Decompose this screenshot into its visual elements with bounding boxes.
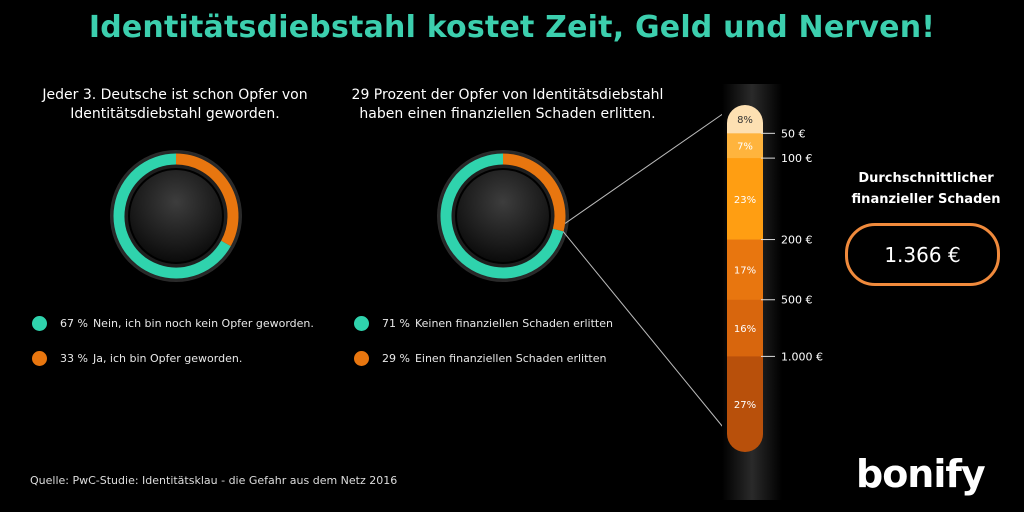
average-damage-value: 1.366 € bbox=[884, 242, 961, 267]
donut-center-knob bbox=[128, 168, 224, 264]
legend-swatch-teal bbox=[354, 316, 369, 331]
threshold-label: 500 € bbox=[781, 294, 813, 307]
legend-item: 33 % Ja, ich bin Opfer geworden. bbox=[32, 351, 314, 366]
middle-subtitle-line-2: haben einen finanziellen Schaden erlitte… bbox=[359, 106, 656, 122]
average-damage-label: Durchschnittlicher finanzieller Schaden bbox=[836, 168, 1016, 210]
left-subtitle-line-1: Jeder 3. Deutsche ist schon Opfer von bbox=[42, 87, 308, 103]
bar-segment bbox=[727, 158, 763, 241]
threshold-label: 200 € bbox=[781, 234, 813, 247]
bar-segment bbox=[727, 299, 763, 357]
middle-subtitle-line-1: 29 Prozent der Opfer von Identitätsdiebs… bbox=[351, 87, 664, 103]
connector-lines bbox=[562, 110, 728, 433]
bar-segment-label: 17% bbox=[734, 266, 756, 277]
left-subtitle: Jeder 3. Deutsche ist schon Opfer von Id… bbox=[20, 86, 330, 124]
bar-segments bbox=[727, 105, 763, 452]
middle-legend: 71 % Keinen finanziellen Schaden erlitte… bbox=[354, 316, 613, 366]
bar-segment bbox=[727, 105, 763, 134]
bar-segment bbox=[727, 133, 763, 159]
bar-segment bbox=[727, 239, 763, 301]
legend-label: Keinen finanziellen Schaden erlitten bbox=[414, 317, 613, 330]
donut-chart-financial-damage bbox=[437, 150, 569, 282]
legend-percent: 67 % bbox=[60, 317, 88, 330]
connector-line-top bbox=[564, 110, 728, 224]
stacked-damage-bar: 8% 7% 23% 17% 16% 27% 50 € 100 € 200 € 500 € 1.000… bbox=[722, 84, 823, 500]
donut-slice-orange bbox=[502, 153, 566, 232]
legend-item: 67 % Nein, ich bin noch kein Opfer gewor… bbox=[32, 316, 314, 331]
threshold-label: 50 € bbox=[781, 127, 806, 140]
average-label-line-2: finanzieller Schaden bbox=[851, 192, 1001, 207]
legend-item: 71 % Keinen finanziellen Schaden erlitte… bbox=[354, 316, 613, 331]
legend-label: Einen finanziellen Schaden erlitten bbox=[414, 352, 607, 365]
legend-item: 29 % Einen finanziellen Schaden erlitten bbox=[354, 351, 613, 366]
page-title: Identitätsdiebstahl kostet Zeit, Geld un… bbox=[88, 10, 936, 45]
average-damage-box: 1.366 € bbox=[845, 223, 1000, 286]
source-note: Quelle: PwC-Studie: Identitätsklau - die… bbox=[30, 474, 398, 487]
bar-segment-label: 16% bbox=[734, 324, 756, 335]
legend-swatch-teal bbox=[32, 316, 47, 331]
legend-percent: 33 % bbox=[60, 352, 88, 365]
left-legend: 67 % Nein, ich bin noch kein Opfer gewor… bbox=[32, 316, 314, 366]
donut-slice-orange bbox=[175, 153, 239, 247]
bar-segment bbox=[727, 356, 763, 452]
average-label-line-1: Durchschnittlicher bbox=[858, 171, 994, 186]
donut-slice-teal bbox=[440, 153, 564, 279]
threshold-label: 100 € bbox=[781, 152, 813, 165]
legend-percent: 71 % bbox=[382, 317, 410, 330]
threshold-label: 1.000 € bbox=[781, 350, 823, 363]
donut-center-knob bbox=[455, 168, 551, 264]
donut-chart-victims bbox=[110, 150, 242, 282]
middle-subtitle: 29 Prozent der Opfer von Identitätsdiebs… bbox=[330, 86, 685, 124]
bar-segment-label: 23% bbox=[734, 195, 756, 206]
legend-label: Ja, ich bin Opfer geworden. bbox=[92, 352, 243, 365]
legend-swatch-orange bbox=[32, 351, 47, 366]
bar-segment-label: 8% bbox=[737, 115, 753, 126]
legend-swatch-orange bbox=[354, 351, 369, 366]
bonify-logo: bonify bbox=[856, 452, 986, 496]
bar-segment-label: 7% bbox=[737, 142, 753, 153]
legend-label: Nein, ich bin noch kein Opfer geworden. bbox=[92, 317, 314, 330]
connector-line-bottom bbox=[562, 231, 728, 433]
donut-slice-teal bbox=[113, 153, 231, 279]
bar-segment-label: 27% bbox=[734, 400, 756, 411]
legend-percent: 29 % bbox=[382, 352, 410, 365]
left-subtitle-line-2: Identitätsdiebstahl geworden. bbox=[70, 106, 280, 122]
